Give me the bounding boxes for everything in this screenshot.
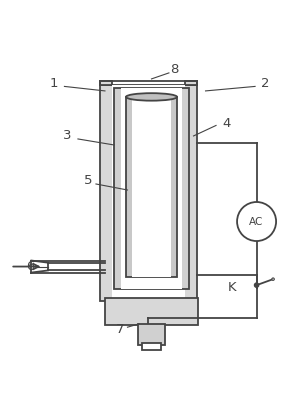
Text: 8: 8 <box>170 63 178 76</box>
Text: K: K <box>228 281 237 294</box>
Bar <box>142 343 161 350</box>
Circle shape <box>255 283 259 287</box>
Bar <box>101 85 197 301</box>
Bar <box>114 88 189 289</box>
Text: 5: 5 <box>84 175 93 187</box>
Ellipse shape <box>126 93 177 101</box>
Bar <box>185 81 197 85</box>
Circle shape <box>237 202 276 241</box>
Bar <box>112 85 185 301</box>
Circle shape <box>272 278 274 280</box>
Bar <box>101 81 112 85</box>
Bar <box>132 97 171 277</box>
Text: AC: AC <box>249 217 264 227</box>
Bar <box>105 298 198 325</box>
Bar <box>138 324 165 345</box>
Bar <box>122 88 181 289</box>
Bar <box>126 97 177 277</box>
Text: 3: 3 <box>63 129 72 143</box>
Text: 7: 7 <box>116 323 124 336</box>
Text: 2: 2 <box>261 77 270 90</box>
Text: 6: 6 <box>26 260 34 273</box>
Text: 1: 1 <box>50 77 58 90</box>
Text: 4: 4 <box>222 118 231 130</box>
